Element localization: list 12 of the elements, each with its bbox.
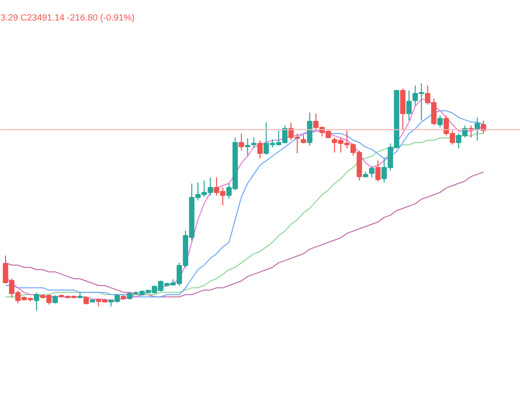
candlestick xyxy=(34,292,40,311)
candlestick xyxy=(307,112,312,146)
candlestick xyxy=(369,166,374,178)
candlestick xyxy=(406,90,412,121)
candlestick xyxy=(257,140,263,159)
candlestick xyxy=(238,132,244,151)
candlestick xyxy=(400,88,406,131)
candlestick xyxy=(244,138,250,156)
text: 3.29 C23491.14 -216.80 (-0.91%) xyxy=(0,12,135,22)
candlestick xyxy=(437,115,443,128)
candlestick xyxy=(375,160,381,182)
candlestick xyxy=(251,137,256,148)
